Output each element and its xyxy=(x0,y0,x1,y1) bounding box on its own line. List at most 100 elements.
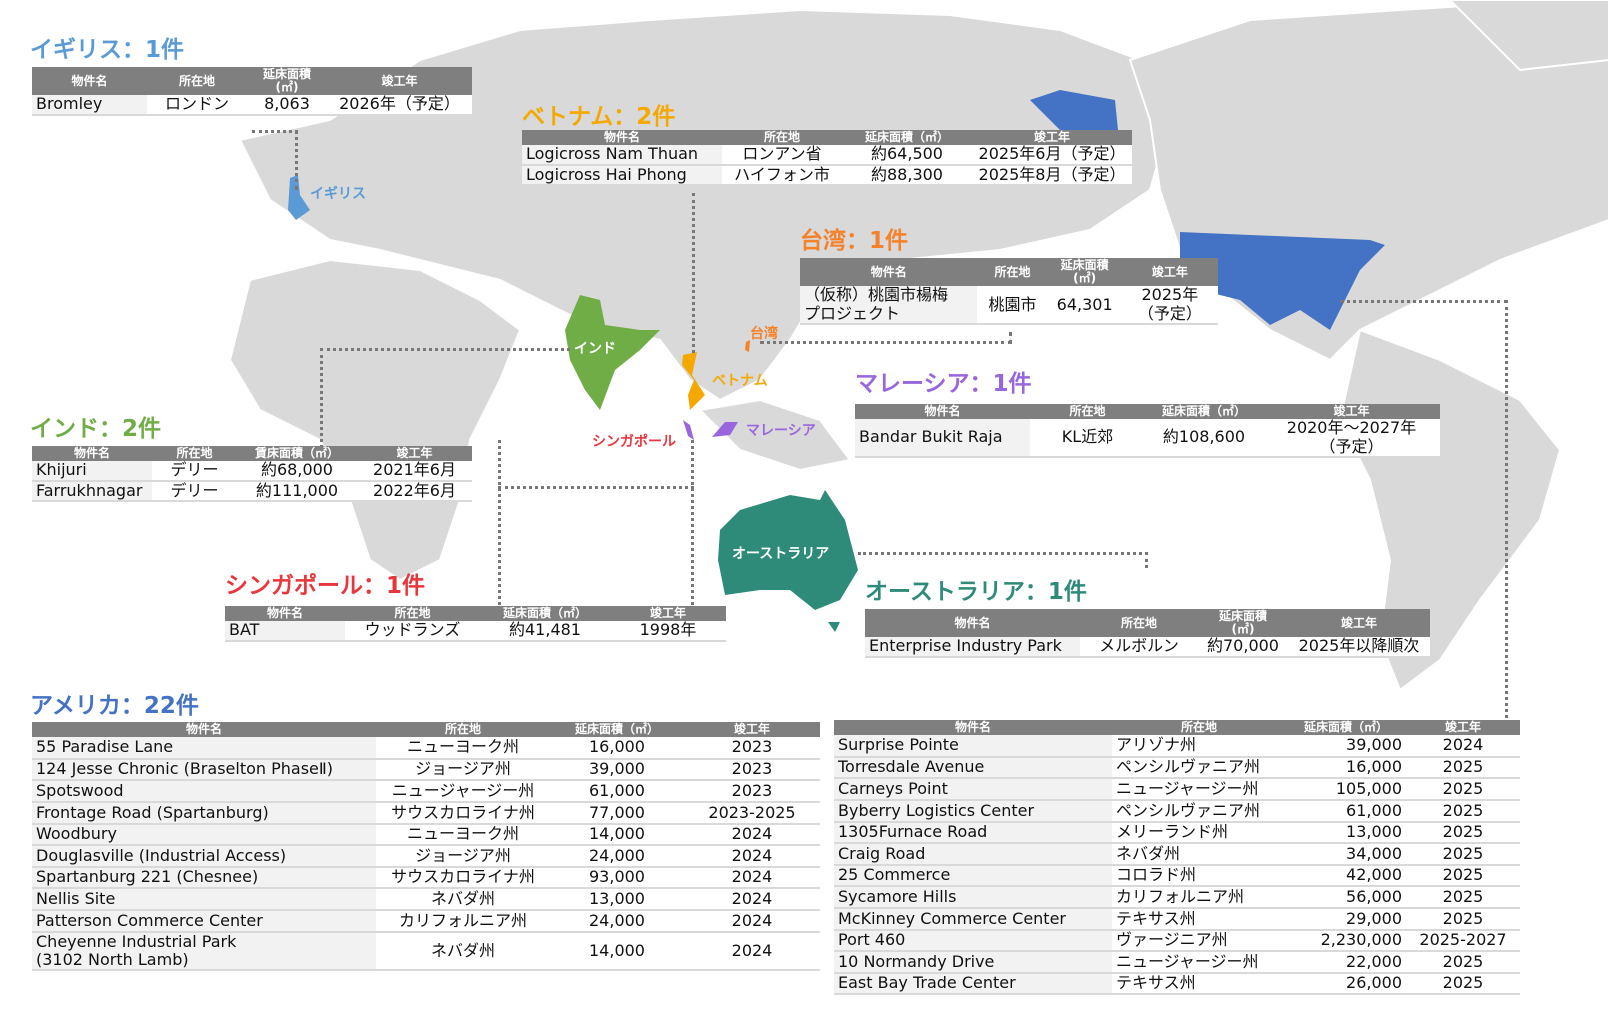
table-cell: KL近郊 xyxy=(1030,419,1145,458)
table-cell: Byberry Logistics Center xyxy=(834,799,1112,823)
map-label-singapore: シンガポール xyxy=(592,434,676,450)
table-cell: Cheyenne Industrial Park (3102 North Lam… xyxy=(32,931,376,972)
taiwan-connector xyxy=(760,332,1012,344)
india-title: インド：2件 xyxy=(30,416,162,442)
table-cell: ニュージャージー州 xyxy=(376,780,550,803)
table-row: 1305Furnace Road メリーランド州 13,000 2025 xyxy=(834,821,1520,845)
column-header: 延床面積（㎡） xyxy=(842,130,972,146)
australia-table: 物件名 所在地 延床面積 (㎡) 竣工年 Enterprise Industry Par… xyxy=(865,609,1430,658)
table-cell: 約70,000 xyxy=(1198,636,1288,658)
greenland xyxy=(1448,0,1609,72)
table-row: Logicross Nam Thuan ロンアン省 約64,500 2025年6月（予… xyxy=(522,144,1132,166)
table-header-row: 物件名 所在地 延床面積 (㎡) 竣工年 xyxy=(32,67,472,96)
malaysia-table: 物件名 所在地 延床面積（㎡） 竣工年 Bandar Bukit Raja KL近郊 約10… xyxy=(855,404,1440,458)
column-header: 賃床面積（㎡） xyxy=(237,446,357,462)
india-connector xyxy=(320,348,570,448)
table-cell: 14,000 xyxy=(550,823,684,847)
table-cell: 22,000 xyxy=(1286,951,1406,974)
column-header: 竣工年 xyxy=(972,130,1132,146)
table-cell: ジョージア州 xyxy=(376,758,550,782)
table-cell: 55 Paradise Lane xyxy=(32,737,376,760)
table-row: 55 Paradise Lane ニューヨーク州 16,000 2023 xyxy=(32,737,820,760)
table-header-row: 物件名 所在地 延床面積（㎡） 竣工年 xyxy=(834,720,1520,736)
table-cell: 2024 xyxy=(684,845,820,868)
table-row: Torresdale Avenue ペンシルヴァニア州 16,000 2025 xyxy=(834,756,1520,780)
table-header-row: 物件名 所在地 延床面積（㎡） 竣工年 xyxy=(522,130,1132,146)
table-row: Douglasville (Industrial Access) ジョージア州 24… xyxy=(32,845,820,868)
table-row: Byberry Logistics Center ペンシルヴァニア州 61,000 2… xyxy=(834,799,1520,823)
table-cell: 約111,000 xyxy=(237,480,357,502)
table-row: Cheyenne Industrial Park (3102 North Lam… xyxy=(32,931,820,972)
table-cell: Bromley xyxy=(32,94,147,116)
table-cell: Spartanburg 221 (Chesnee) xyxy=(32,866,376,890)
table-cell: 2024 xyxy=(684,823,820,847)
table-cell: ニューヨーク州 xyxy=(376,737,550,760)
column-header: 所在地 xyxy=(376,722,550,738)
column-header: 物件名 xyxy=(32,67,147,96)
singapore-title: シンガポール：1件 xyxy=(225,573,426,599)
table-row: 25 Commerce コロラド州 42,000 2025 xyxy=(834,864,1520,888)
table-cell: 124 Jesse Chronic (Braselton PhaseⅡ) xyxy=(32,758,376,782)
singapore-connector-h xyxy=(498,486,694,489)
taiwan-country xyxy=(745,340,750,352)
map-label-india: インド xyxy=(574,341,616,357)
column-header: 延床面積（㎡） xyxy=(550,722,684,738)
table-header-row: 物件名 所在地 延床面積 (㎡) 竣工年 xyxy=(800,258,1218,287)
table-cell: カリフォルニア州 xyxy=(1112,886,1286,909)
usa-table-right: 物件名 所在地 延床面積（㎡） 竣工年 Surprise Pointe アリゾナ州 39,0… xyxy=(834,720,1520,996)
column-header: 物件名 xyxy=(834,720,1112,736)
table-cell: 2024 xyxy=(684,909,820,933)
column-header: 物件名 xyxy=(855,404,1030,420)
table-cell: 13,000 xyxy=(550,888,684,911)
column-header: 竣工年 xyxy=(684,722,820,738)
column-header: 物件名 xyxy=(865,609,1080,638)
table-cell: 2023 xyxy=(684,780,820,803)
table-cell: Craig Road xyxy=(834,843,1112,866)
malaysia-country xyxy=(683,420,738,440)
table-cell: 2023-2025 xyxy=(684,801,820,825)
table-cell: 2022年6月 xyxy=(357,480,472,502)
table-cell: 16,000 xyxy=(1286,756,1406,780)
table-cell: 約88,300 xyxy=(842,164,972,186)
map-label-uk: イギリス xyxy=(310,186,366,202)
table-cell: 1305Furnace Road xyxy=(834,821,1112,845)
table-cell: 2025 xyxy=(1406,843,1520,866)
table-cell: 64,301 xyxy=(1047,286,1122,326)
table-header-row: 物件名 所在地 賃床面積（㎡） 竣工年 xyxy=(32,446,472,462)
table-cell: East Bay Trade Center xyxy=(834,972,1112,996)
table-cell: 42,000 xyxy=(1286,864,1406,888)
table-cell: 2024 xyxy=(684,888,820,911)
table-cell: 2025 xyxy=(1406,907,1520,931)
table-cell: 14,000 xyxy=(550,931,684,972)
usa-table-left: 物件名 所在地 延床面積（㎡） 竣工年 55 Paradise Lane ニューヨーク州 1… xyxy=(32,722,820,972)
table-cell: 93,000 xyxy=(550,866,684,890)
vietnam-table: 物件名 所在地 延床面積（㎡） 竣工年 Logicross Nam Thuan ロンアン省… xyxy=(522,130,1132,186)
column-header: 物件名 xyxy=(522,130,722,146)
table-cell: Douglasville (Industrial Access) xyxy=(32,845,376,868)
table-row: Bromley ロンドン 8,063 2026年（予定） xyxy=(32,94,472,116)
table-cell: Farrukhnagar xyxy=(32,480,152,502)
table-cell: ネバダ州 xyxy=(1112,843,1286,866)
table-cell: McKinney Commerce Center xyxy=(834,907,1112,931)
column-header: 竣工年 xyxy=(1288,609,1430,638)
column-header: 所在地 xyxy=(1080,609,1198,638)
usa-connector xyxy=(1340,300,1508,718)
table-cell: 8,063 xyxy=(247,94,327,116)
table-cell: サウスカロライナ州 xyxy=(376,866,550,890)
table-cell: 2025 xyxy=(1406,864,1520,888)
table-row: Craig Road ネバダ州 34,000 2025 xyxy=(834,843,1520,866)
column-header: 物件名 xyxy=(800,258,978,287)
table-cell: 39,000 xyxy=(550,758,684,782)
table-cell: ロンドン xyxy=(147,94,247,116)
table-cell: Patterson Commerce Center xyxy=(32,909,376,933)
table-cell: 2025 xyxy=(1406,778,1520,801)
table-row: Frontage Road (Spartanburg) サウスカロライナ州 77,0… xyxy=(32,801,820,825)
table-cell: 約108,600 xyxy=(1145,419,1263,458)
column-header: 所在地 xyxy=(345,606,480,622)
table-row: Port 460 ヴァージニア州 2,230,000 2025-2027 xyxy=(834,929,1520,953)
malaysia-title: マレーシア：1件 xyxy=(855,371,1032,397)
uk-country xyxy=(288,175,310,220)
column-header: 延床面積（㎡） xyxy=(1286,720,1406,736)
table-cell: 2025-2027 xyxy=(1406,929,1520,953)
table-cell: テキサス州 xyxy=(1112,972,1286,996)
